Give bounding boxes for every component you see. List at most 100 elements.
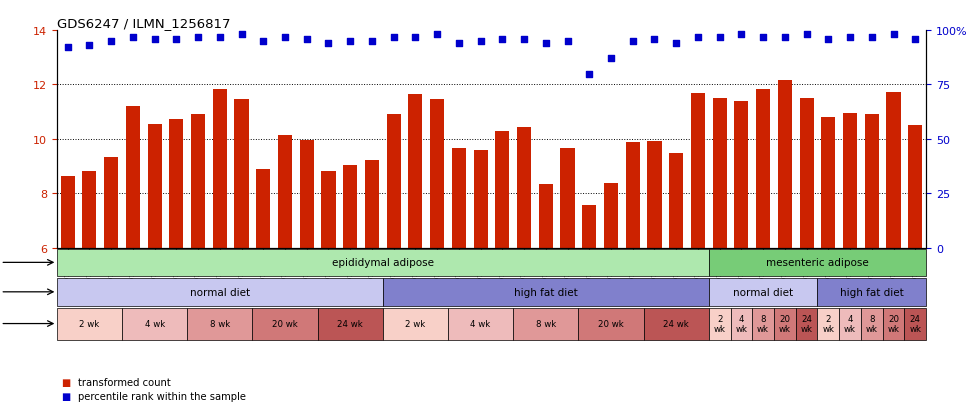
- Bar: [187, 308, 253, 340]
- Bar: [908, 126, 922, 248]
- Point: [103, 38, 119, 45]
- Bar: [343, 165, 358, 248]
- Bar: [278, 135, 292, 248]
- Bar: [495, 131, 510, 248]
- Bar: [883, 308, 905, 340]
- Text: normal diet: normal diet: [190, 287, 250, 297]
- Point: [147, 36, 163, 43]
- Bar: [383, 278, 709, 306]
- Text: 4 wk: 4 wk: [144, 319, 165, 328]
- Bar: [604, 183, 618, 248]
- Text: mesenteric adipose: mesenteric adipose: [766, 258, 869, 268]
- Point: [734, 32, 750, 39]
- Text: 4
wk: 4 wk: [735, 314, 748, 333]
- Bar: [709, 249, 926, 277]
- Text: normal diet: normal diet: [733, 287, 793, 297]
- Point: [907, 36, 923, 43]
- Text: 8
wk: 8 wk: [758, 314, 769, 333]
- Text: 2
wk: 2 wk: [713, 314, 725, 333]
- Bar: [887, 93, 901, 248]
- Point: [256, 38, 271, 45]
- Bar: [318, 308, 383, 340]
- Text: 20 wk: 20 wk: [272, 319, 298, 328]
- Bar: [365, 161, 379, 248]
- Bar: [321, 171, 335, 248]
- Text: percentile rank within the sample: percentile rank within the sample: [78, 392, 246, 401]
- Point: [429, 32, 445, 39]
- Text: 24
wk: 24 wk: [909, 314, 921, 333]
- Text: 20
wk: 20 wk: [888, 314, 900, 333]
- Point: [711, 34, 727, 41]
- Point: [495, 36, 511, 43]
- Point: [386, 34, 402, 41]
- Text: 4
wk: 4 wk: [844, 314, 857, 333]
- Bar: [170, 120, 183, 248]
- Point: [233, 32, 249, 39]
- Text: 2 wk: 2 wk: [79, 319, 100, 328]
- Bar: [253, 308, 318, 340]
- Bar: [452, 148, 466, 248]
- Point: [342, 38, 358, 45]
- Bar: [148, 125, 162, 248]
- Bar: [473, 151, 488, 248]
- Text: transformed count: transformed count: [78, 377, 172, 387]
- Point: [277, 34, 293, 41]
- Bar: [213, 89, 227, 248]
- Point: [60, 45, 75, 52]
- Point: [190, 34, 206, 41]
- Point: [581, 71, 597, 78]
- Bar: [104, 157, 119, 248]
- Point: [886, 32, 902, 39]
- Bar: [387, 115, 401, 248]
- Bar: [514, 308, 578, 340]
- Bar: [860, 308, 883, 340]
- Text: 8 wk: 8 wk: [536, 319, 556, 328]
- Bar: [561, 149, 574, 248]
- Text: 20 wk: 20 wk: [598, 319, 624, 328]
- Point: [756, 34, 771, 41]
- Bar: [796, 308, 817, 340]
- Text: high fat diet: high fat diet: [840, 287, 904, 297]
- Text: ■: ■: [61, 392, 70, 401]
- Bar: [905, 308, 926, 340]
- Bar: [730, 308, 753, 340]
- Bar: [582, 206, 596, 248]
- Bar: [778, 81, 792, 248]
- Text: 8
wk: 8 wk: [865, 314, 878, 333]
- Bar: [256, 170, 270, 248]
- Bar: [839, 308, 860, 340]
- Bar: [578, 308, 644, 340]
- Point: [690, 34, 706, 41]
- Bar: [57, 249, 709, 277]
- Point: [864, 34, 880, 41]
- Bar: [448, 308, 514, 340]
- Bar: [625, 143, 640, 248]
- Point: [842, 34, 858, 41]
- Point: [820, 36, 836, 43]
- Text: GDS6247 / ILMN_1256817: GDS6247 / ILMN_1256817: [57, 17, 230, 30]
- Point: [365, 38, 380, 45]
- Point: [538, 41, 554, 47]
- Point: [320, 41, 336, 47]
- Bar: [234, 100, 249, 248]
- Bar: [709, 278, 817, 306]
- Text: 24 wk: 24 wk: [337, 319, 364, 328]
- Bar: [709, 308, 730, 340]
- Bar: [125, 107, 140, 248]
- Bar: [691, 94, 705, 248]
- Text: epididymal adipose: epididymal adipose: [332, 258, 434, 268]
- Bar: [734, 102, 749, 248]
- Bar: [817, 308, 839, 340]
- Bar: [57, 278, 383, 306]
- Bar: [756, 89, 770, 248]
- Bar: [753, 308, 774, 340]
- Point: [299, 36, 315, 43]
- Bar: [648, 142, 662, 248]
- Bar: [821, 117, 835, 248]
- Point: [777, 34, 793, 41]
- Point: [212, 34, 227, 41]
- Bar: [800, 99, 813, 248]
- Text: 20
wk: 20 wk: [779, 314, 791, 333]
- Text: 24 wk: 24 wk: [663, 319, 689, 328]
- Point: [625, 38, 641, 45]
